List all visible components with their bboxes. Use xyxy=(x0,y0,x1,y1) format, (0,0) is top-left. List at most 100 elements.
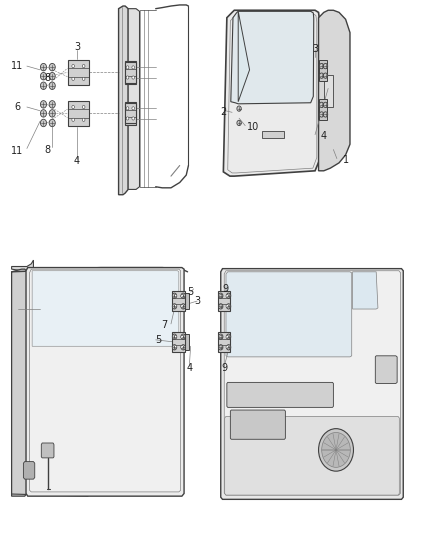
Text: 11: 11 xyxy=(11,146,23,156)
Circle shape xyxy=(72,118,74,122)
Text: 2: 2 xyxy=(220,107,226,117)
Polygon shape xyxy=(67,305,102,322)
Text: 4: 4 xyxy=(186,362,192,373)
Circle shape xyxy=(82,64,85,68)
Circle shape xyxy=(226,345,231,350)
Polygon shape xyxy=(32,271,179,346)
Circle shape xyxy=(126,66,129,69)
Text: 5: 5 xyxy=(155,335,162,345)
Text: 8: 8 xyxy=(45,144,51,155)
Circle shape xyxy=(49,63,55,71)
Polygon shape xyxy=(125,103,136,124)
Circle shape xyxy=(132,66,134,69)
Polygon shape xyxy=(226,272,352,357)
Circle shape xyxy=(174,335,177,338)
Polygon shape xyxy=(172,332,185,352)
Circle shape xyxy=(126,76,129,79)
Polygon shape xyxy=(23,462,35,479)
Circle shape xyxy=(181,294,184,297)
Circle shape xyxy=(220,304,223,308)
Circle shape xyxy=(49,101,55,108)
Text: 3: 3 xyxy=(194,296,200,306)
Polygon shape xyxy=(227,382,333,407)
Circle shape xyxy=(126,117,129,120)
Circle shape xyxy=(174,294,177,297)
Polygon shape xyxy=(318,99,327,120)
Polygon shape xyxy=(318,60,327,82)
Circle shape xyxy=(40,82,46,90)
Circle shape xyxy=(181,304,185,309)
Polygon shape xyxy=(375,356,397,383)
Polygon shape xyxy=(29,269,180,492)
Polygon shape xyxy=(12,260,33,272)
Circle shape xyxy=(174,345,177,349)
Polygon shape xyxy=(262,132,285,138)
Circle shape xyxy=(226,335,229,338)
Circle shape xyxy=(226,304,231,309)
Circle shape xyxy=(318,429,353,471)
Circle shape xyxy=(220,345,223,349)
Polygon shape xyxy=(68,101,89,126)
Circle shape xyxy=(82,106,85,109)
Circle shape xyxy=(172,345,177,350)
Polygon shape xyxy=(128,9,140,189)
Polygon shape xyxy=(223,10,319,176)
Circle shape xyxy=(40,63,46,71)
Polygon shape xyxy=(318,10,350,171)
Circle shape xyxy=(132,117,134,120)
Circle shape xyxy=(40,119,46,127)
Polygon shape xyxy=(172,291,185,311)
Polygon shape xyxy=(12,269,28,496)
Polygon shape xyxy=(324,75,332,107)
Circle shape xyxy=(49,72,55,80)
Circle shape xyxy=(181,293,185,298)
Polygon shape xyxy=(230,410,286,439)
Circle shape xyxy=(219,334,223,340)
Circle shape xyxy=(49,82,55,90)
Polygon shape xyxy=(125,102,136,125)
Circle shape xyxy=(40,110,46,117)
Circle shape xyxy=(219,304,223,309)
Circle shape xyxy=(237,120,241,126)
Polygon shape xyxy=(221,269,403,499)
Text: 9: 9 xyxy=(223,284,229,294)
Text: 9: 9 xyxy=(221,362,227,373)
Circle shape xyxy=(72,106,74,109)
Circle shape xyxy=(40,72,46,80)
Circle shape xyxy=(181,304,184,308)
Circle shape xyxy=(132,76,134,79)
Circle shape xyxy=(181,345,184,349)
Circle shape xyxy=(181,345,185,350)
Text: 4: 4 xyxy=(321,131,327,141)
Polygon shape xyxy=(125,61,136,84)
Text: 5: 5 xyxy=(187,287,194,297)
Circle shape xyxy=(323,63,328,69)
Polygon shape xyxy=(218,332,230,352)
Circle shape xyxy=(72,64,74,68)
Text: 7: 7 xyxy=(161,320,168,330)
Text: 10: 10 xyxy=(247,122,259,132)
Circle shape xyxy=(132,107,134,110)
Polygon shape xyxy=(182,334,189,350)
Circle shape xyxy=(226,294,229,297)
Circle shape xyxy=(226,304,229,308)
Circle shape xyxy=(220,335,223,338)
Text: 4: 4 xyxy=(74,156,80,166)
Circle shape xyxy=(82,77,85,80)
Circle shape xyxy=(181,335,184,338)
Polygon shape xyxy=(182,293,189,309)
Circle shape xyxy=(321,432,350,467)
Circle shape xyxy=(319,73,324,78)
Circle shape xyxy=(72,77,74,80)
Circle shape xyxy=(172,304,177,309)
Polygon shape xyxy=(125,62,136,83)
Circle shape xyxy=(82,118,85,122)
Polygon shape xyxy=(30,306,67,429)
Circle shape xyxy=(172,293,177,298)
Circle shape xyxy=(319,102,324,108)
Polygon shape xyxy=(231,11,314,104)
Circle shape xyxy=(220,294,223,297)
Circle shape xyxy=(323,112,328,117)
Circle shape xyxy=(172,334,177,340)
Polygon shape xyxy=(68,60,89,85)
